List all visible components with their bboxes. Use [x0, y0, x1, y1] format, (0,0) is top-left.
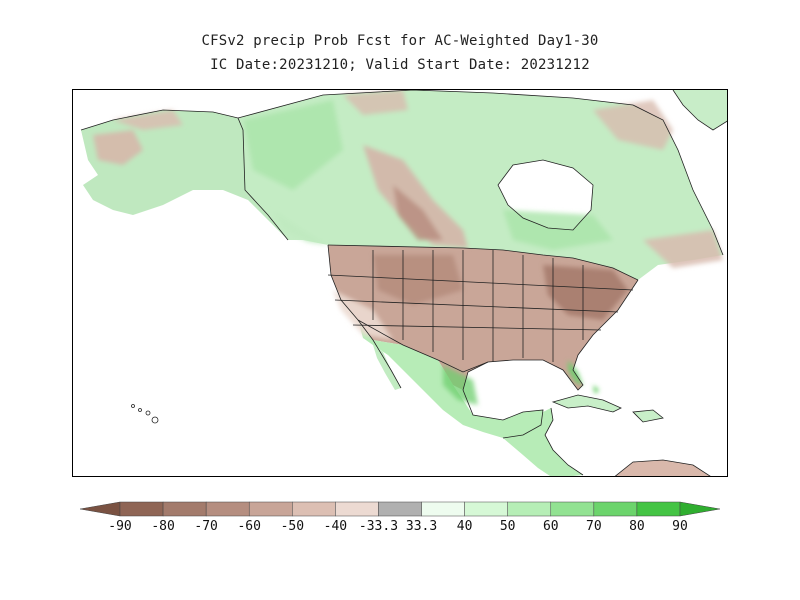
colorbar-swatch: [378, 501, 422, 517]
map-frame: [72, 89, 728, 477]
colorbar-swatch: [205, 501, 250, 517]
chart-title: CFSv2 precip Prob Fcst for AC-Weighted D…: [201, 33, 599, 49]
colorbar-tick-label: 50: [500, 519, 516, 534]
chart-subtitle: IC Date:20231210; Valid Start Date: 2023…: [210, 57, 590, 73]
colorbar-tick-label: -90: [108, 519, 131, 534]
hawaii-islands: [131, 404, 159, 424]
colorbar-swatch: [248, 501, 293, 517]
borders-layer: [80, 90, 727, 476]
colorbar-arrow-left: [79, 501, 121, 517]
colorbar-swatch: [119, 501, 164, 517]
colorbar-tick-label: 90: [672, 519, 688, 534]
colorbar-swatch: [636, 501, 681, 517]
mexico-region: [358, 320, 543, 438]
colorbar-tick-label: -80: [151, 519, 174, 534]
colorbar-tick-label: -60: [237, 519, 260, 534]
colorbar-swatch: [421, 501, 465, 517]
colorbar-tick-label: -40: [324, 519, 347, 534]
colorbar-swatch: [507, 501, 552, 517]
colorbar-tick-label: 60: [543, 519, 559, 534]
colorbar-swatch: [292, 501, 336, 517]
map-canvas: [80, 90, 727, 476]
colorbar-tick-label: -50: [281, 519, 304, 534]
colorbar-tick-label: -33.3: [359, 519, 398, 534]
colorbar-swatch: [593, 501, 638, 517]
colorbar-swatch: [550, 501, 595, 517]
colorbar-tick-label: 70: [586, 519, 602, 534]
anomaly-layer: [93, 90, 723, 405]
colorbar-tick-label: 33.3: [406, 519, 437, 534]
colorbar-swatch: [162, 501, 207, 517]
colorbar-swatch: [335, 501, 379, 517]
greenland-region: [673, 90, 727, 130]
colorbar-tick-label: -70: [194, 519, 217, 534]
baja-region: [373, 345, 401, 390]
central-america-region: [503, 408, 583, 476]
colorbar-swatch: [464, 501, 508, 517]
colorbar-tick-label: 40: [457, 519, 473, 534]
colorbar-arrow-right: [679, 501, 721, 517]
colorbar-tick-label: 80: [629, 519, 645, 534]
